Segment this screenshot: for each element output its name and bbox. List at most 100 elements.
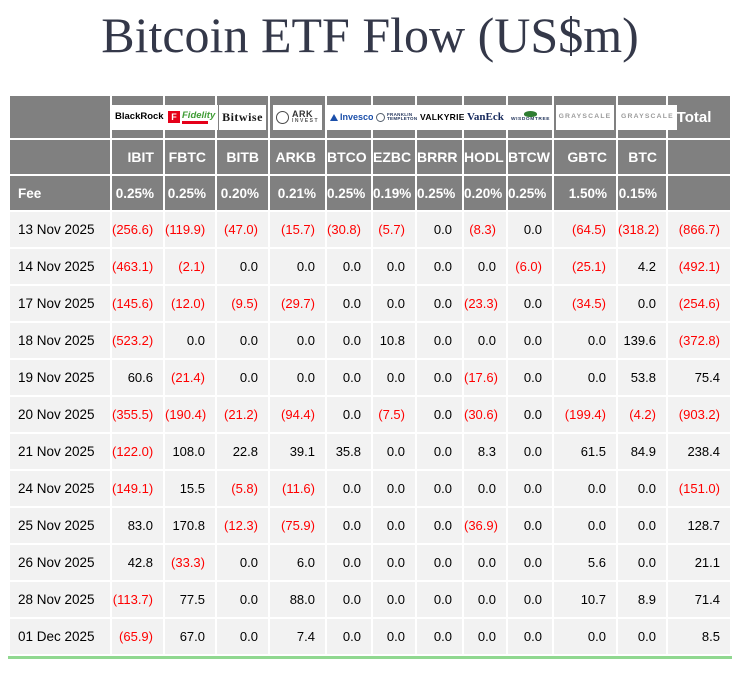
date-cell: 19 Nov 2025 [10, 360, 110, 395]
date-cell: 21 Nov 2025 [10, 434, 110, 469]
flow-value-cell: 0.0 [417, 249, 462, 284]
flow-value-cell: (463.1) [112, 249, 163, 284]
flow-value-cell: 0.0 [554, 471, 616, 506]
flow-value-cell: 170.8 [165, 508, 215, 543]
flow-value-cell: (64.5) [554, 212, 616, 247]
ark-logo-cell: ARK INVEST [270, 96, 325, 138]
wisdomtree-tree-icon [524, 111, 538, 118]
flow-value-cell: 0.0 [417, 508, 462, 543]
ticker-cell-fbtc: FBTC [165, 140, 215, 174]
flow-value-cell: 61.5 [554, 434, 616, 469]
total-value-cell: (151.0) [668, 471, 730, 506]
date-cell: 01 Dec 2025 [10, 619, 110, 654]
total-value-cell: 238.4 [668, 434, 730, 469]
flow-value-cell: 0.0 [508, 434, 552, 469]
flow-value-cell: (6.0) [508, 249, 552, 284]
flow-value-cell: (9.5) [217, 286, 268, 321]
fidelity-logo: F Fidelity [165, 104, 219, 130]
logo-row: BlackRock F Fidelity Bitwise ARK INVEST Invesc… [10, 96, 730, 138]
flow-value-cell: 0.0 [417, 582, 462, 617]
fidelity-wordmark: Fidelity [182, 109, 216, 121]
date-cell: 24 Nov 2025 [10, 471, 110, 506]
flow-value-cell: (17.6) [464, 360, 506, 395]
flow-value-cell: (122.0) [112, 434, 163, 469]
flow-value-cell: 88.0 [270, 582, 325, 617]
flow-value-cell: (318.2) [618, 212, 666, 247]
fee-cell-brrr: 0.25% [417, 176, 462, 210]
bitwise-logo: Bitwise [219, 104, 266, 130]
grayscale2-logo-cell: GRAYSCALE [618, 96, 677, 138]
flow-value-cell: 0.0 [217, 249, 268, 284]
flow-value-cell: (29.7) [270, 286, 325, 321]
bitwise-wordmark: Bitwise [222, 110, 263, 124]
flow-value-cell: 0.0 [464, 471, 506, 506]
flow-value-cell: 0.0 [373, 249, 415, 284]
flow-value-cell: 10.8 [373, 323, 415, 358]
date-cell: 20 Nov 2025 [10, 397, 110, 432]
total-value-cell: 71.4 [668, 582, 730, 617]
flow-value-cell: 84.9 [618, 434, 666, 469]
flow-value-cell: 0.0 [270, 323, 325, 358]
table-row: 28 Nov 2025 (113.7) 77.5 0.0 88.0 0.0 0.0 0.0 0.… [10, 582, 730, 617]
table-body: 13 Nov 2025 (256.6) (119.9) (47.0) (15.7) (30… [10, 212, 730, 654]
date-cell: 26 Nov 2025 [10, 545, 110, 580]
fee-cell-arkb: 0.21% [270, 176, 325, 210]
fee-cell-hodl: 0.20% [464, 176, 506, 210]
flow-value-cell: 0.0 [373, 545, 415, 580]
date-cell: 18 Nov 2025 [10, 323, 110, 358]
flow-value-cell: 0.0 [417, 397, 462, 432]
invesco-triangle-icon [330, 113, 338, 121]
flow-value-cell: (33.3) [165, 545, 215, 580]
flow-value-cell: 0.0 [508, 397, 552, 432]
flow-value-cell: 0.0 [464, 323, 506, 358]
bitwise-logo-cell: Bitwise [217, 96, 268, 138]
flow-value-cell: 0.0 [327, 360, 371, 395]
flow-value-cell: 8.3 [464, 434, 506, 469]
flow-value-cell: (355.5) [112, 397, 163, 432]
flow-value-cell: 7.4 [270, 619, 325, 654]
vaneck-logo-cell: VanEck [464, 96, 507, 138]
flow-value-cell: 0.0 [417, 471, 462, 506]
flow-value-cell: (30.8) [327, 212, 371, 247]
date-cell: 13 Nov 2025 [10, 212, 110, 247]
flow-value-cell: 0.0 [373, 619, 415, 654]
blackrock-logo-cell: BlackRock [112, 96, 167, 138]
flow-value-cell: (145.6) [112, 286, 163, 321]
flow-value-cell: (36.9) [464, 508, 506, 543]
fee-cell-btco: 0.25% [327, 176, 371, 210]
ark-logo: ARK INVEST [272, 104, 323, 130]
total-header-cell: Total [668, 96, 730, 138]
date-cell: 17 Nov 2025 [10, 286, 110, 321]
flow-value-cell: 0.0 [327, 286, 371, 321]
flow-value-cell: 0.0 [464, 582, 506, 617]
fee-total-empty-cell [668, 176, 730, 210]
flow-value-cell: 0.0 [373, 471, 415, 506]
total-value-cell: 128.7 [668, 508, 730, 543]
valkyrie-logo: VALKYRIE [417, 104, 468, 130]
grayscale-logo: GRAYSCALE [555, 104, 615, 130]
fidelity-red-bar-icon [182, 121, 208, 124]
date-cell: 28 Nov 2025 [10, 582, 110, 617]
flow-value-cell: 39.1 [270, 434, 325, 469]
flow-value-cell: 0.0 [508, 360, 552, 395]
flow-value-cell: 0.0 [373, 360, 415, 395]
flow-value-cell: 0.0 [508, 323, 552, 358]
ticker-cell-bitb: BITB [217, 140, 268, 174]
flow-value-cell: 15.5 [165, 471, 215, 506]
flow-value-cell: 0.0 [217, 545, 268, 580]
flow-value-cell: 0.0 [417, 323, 462, 358]
vaneck-wordmark: VanEck [467, 110, 504, 123]
flow-value-cell: (15.7) [270, 212, 325, 247]
total-value-cell: (866.7) [668, 212, 730, 247]
ticker-cell-btc: BTC [618, 140, 666, 174]
flow-value-cell: (119.9) [165, 212, 215, 247]
franklin-logo-cell: FRANKLIN TEMPLETON [373, 96, 421, 138]
flow-value-cell: (5.7) [373, 212, 415, 247]
flow-value-cell: 0.0 [618, 619, 666, 654]
fee-label-cell: Fee [10, 176, 110, 210]
ticker-cell-arkb: ARKB [270, 140, 325, 174]
flow-value-cell: 0.0 [618, 545, 666, 580]
flow-value-cell: 0.0 [618, 508, 666, 543]
fee-cell-gbtc: 1.50% [554, 176, 616, 210]
